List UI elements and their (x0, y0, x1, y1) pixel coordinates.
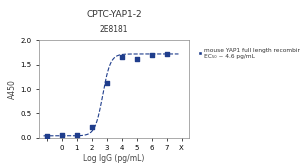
X-axis label: Log IgG (pg/mL): Log IgG (pg/mL) (83, 154, 145, 163)
Text: 2E8181: 2E8181 (100, 25, 128, 34)
Text: CPTC-YAP1-2: CPTC-YAP1-2 (86, 10, 142, 19)
Y-axis label: A450: A450 (8, 79, 17, 99)
Point (59, 134, 64, 137)
Point (164, 53, 169, 55)
Point (149, 54, 154, 56)
Point (89, 126, 94, 128)
Point (119, 56, 124, 59)
Point (134, 57, 139, 60)
Legend: mouse YAP1 full length recombinant protein,
EC₅₀ ~ 4.6 pg/mL: mouse YAP1 full length recombinant prote… (198, 48, 300, 59)
Point (44, 134, 49, 137)
Point (104, 82, 109, 85)
Point (74, 134, 79, 136)
